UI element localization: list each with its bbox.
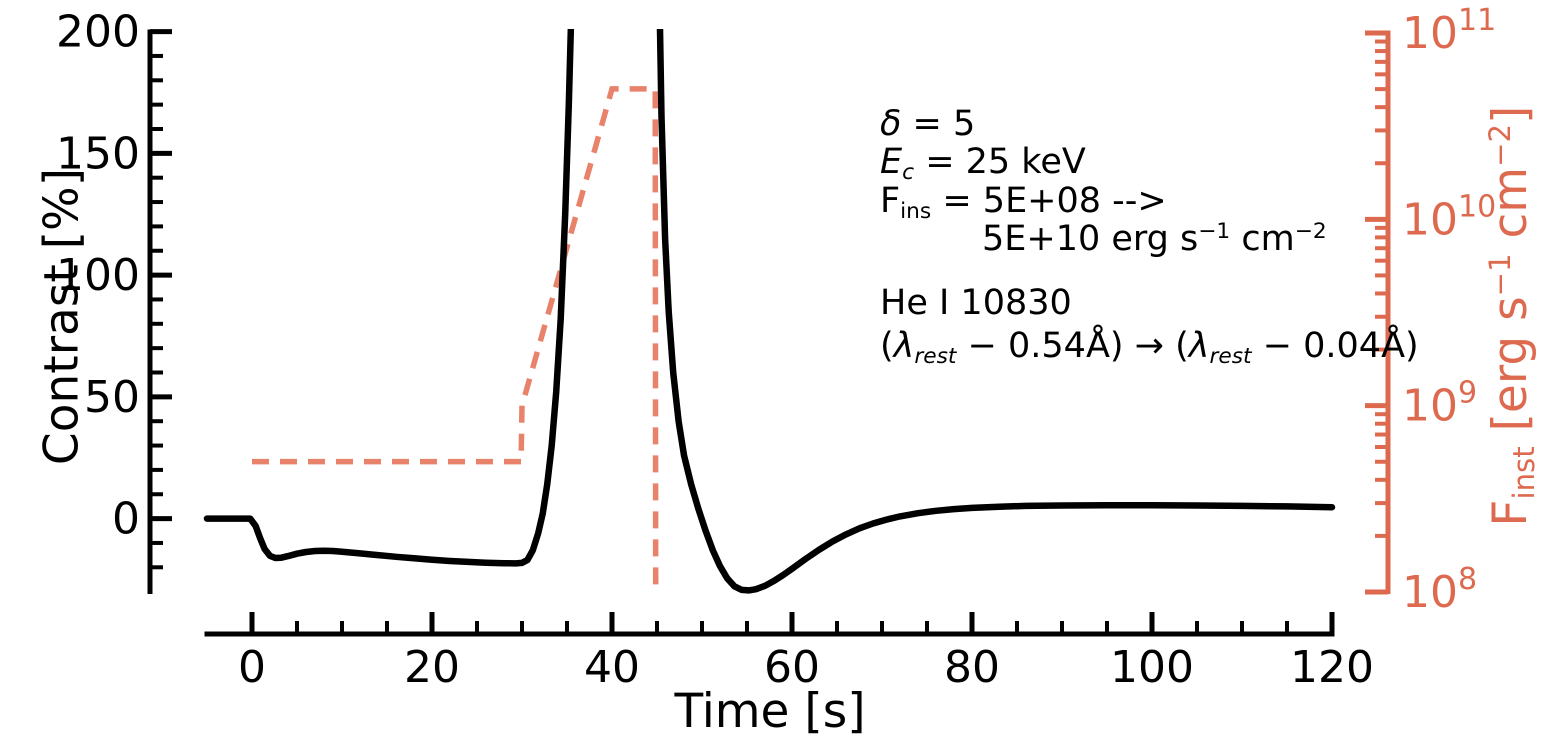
bottom-tick-label: 40 bbox=[584, 642, 640, 693]
right-tick-label: 108 bbox=[1402, 562, 1477, 618]
bottom-tick-label: 120 bbox=[1290, 642, 1374, 693]
right-tick-label: 109 bbox=[1402, 376, 1477, 432]
left-axis-ticks bbox=[150, 29, 172, 570]
left-axis-tick-labels: 0 50 100 150 200 bbox=[56, 7, 140, 545]
bottom-tick-label: 100 bbox=[1110, 642, 1194, 693]
bottom-tick-label: 20 bbox=[404, 642, 460, 693]
bottom-tick-label: 80 bbox=[944, 642, 1000, 693]
left-tick-label: 150 bbox=[56, 128, 140, 179]
right-axis-tick-labels: 108 109 1010 1011 bbox=[1402, 3, 1496, 618]
left-tick-label: 200 bbox=[56, 7, 140, 58]
bottom-axis-tick-labels: 0 20 40 60 80 100 120 bbox=[238, 642, 1374, 693]
right-tick-label: 1010 bbox=[1402, 189, 1496, 245]
bottom-tick-label: 60 bbox=[764, 642, 820, 693]
left-tick-label: 100 bbox=[56, 250, 140, 301]
right-axis-ticks bbox=[1365, 30, 1388, 595]
axes-spines bbox=[147, 29, 1391, 637]
bottom-tick-label: 0 bbox=[238, 642, 266, 693]
left-tick-label: 50 bbox=[84, 372, 140, 423]
right-tick-label: 1011 bbox=[1402, 3, 1496, 59]
bottom-axis-ticks bbox=[249, 612, 1335, 634]
left-tick-label: 0 bbox=[112, 494, 140, 545]
contrast-line bbox=[203, 29, 1336, 594]
flux-dashed-line bbox=[252, 86, 659, 593]
